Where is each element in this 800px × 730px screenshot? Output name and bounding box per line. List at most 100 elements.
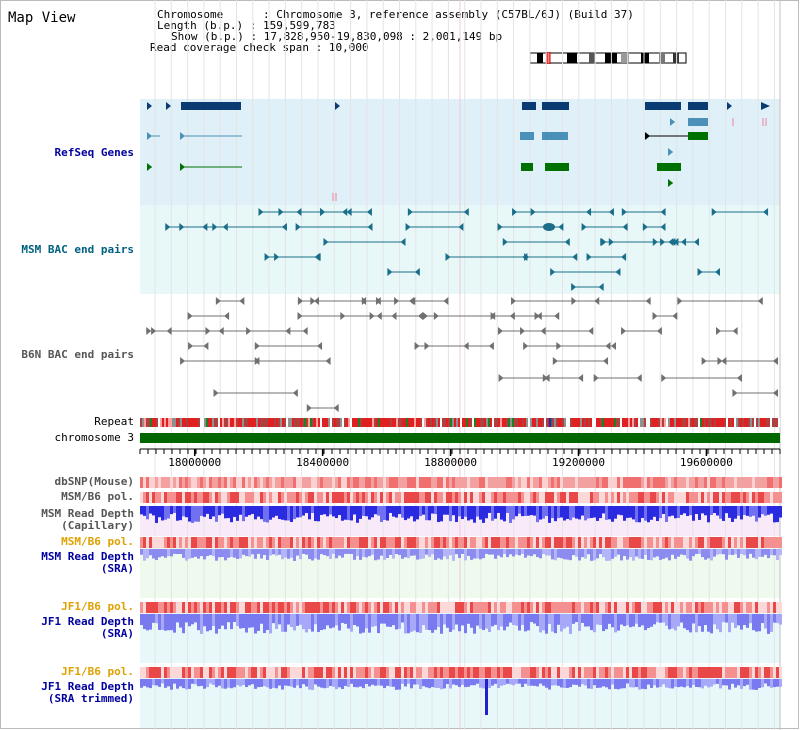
- jf1-sra-depth: [212, 614, 215, 626]
- msm-capillary-depth: [239, 506, 242, 515]
- jf1-sra-depth: [758, 614, 761, 632]
- dbsnp-strip: [494, 477, 497, 488]
- jf1-trimmed-depth: [284, 679, 287, 686]
- msm-b6-pol2-strip: [548, 537, 551, 548]
- repeat-block: [362, 418, 364, 427]
- dbsnp-strip: [155, 477, 158, 488]
- chromosome-bar: [140, 433, 780, 443]
- msm-b6-pol2-strip: [590, 537, 593, 548]
- axis-tick-label: 18400000: [296, 456, 349, 469]
- repeat-block: [588, 418, 590, 427]
- jf1-trimmed-depth: [392, 679, 395, 687]
- msm-b6-pol2-strip: [170, 537, 173, 548]
- msm-sra-depth: [386, 549, 389, 558]
- jf1-trimmed-depth: [638, 679, 641, 690]
- jf1-trimmed-depth: [554, 679, 557, 686]
- jf1-sra-depth: [470, 614, 473, 628]
- jf1-trimmed-depth: [719, 679, 722, 689]
- jf1-b6-pol-strip: [626, 602, 629, 613]
- jf1-b6-pol-strip: [347, 602, 350, 613]
- repeat-block: [772, 418, 774, 427]
- jf1-trimmed-depth: [362, 679, 365, 689]
- jf1-trimmed-depth: [665, 679, 668, 688]
- dbsnp-strip: [338, 477, 341, 488]
- msm-b6-pol2-strip: [443, 537, 446, 548]
- jf1-b6-pol2-strip: [308, 667, 311, 678]
- jf1-trimmed-depth: [242, 679, 245, 686]
- repeat-block: [306, 418, 308, 427]
- jf1-b6-pol2-strip: [509, 667, 512, 678]
- msm-b6-pol2-strip: [755, 537, 758, 548]
- jf1-sra-depth: [281, 614, 284, 632]
- jf1-trimmed-depth: [410, 679, 413, 689]
- jf1-b6-pol2-strip: [470, 667, 473, 678]
- jf1-b6-pol2-strip: [641, 667, 644, 678]
- refseq-green-exon: [688, 132, 708, 140]
- msm-b6-pol2-strip: [302, 537, 305, 548]
- jf1-b6-pol-strip: [383, 602, 386, 613]
- jf1-trimmed-depth: [752, 679, 755, 690]
- jf1-b6-pol2-strip: [479, 667, 482, 678]
- msm-b6-pol2-strip: [524, 537, 527, 548]
- repeat-block: [770, 418, 772, 427]
- b6n-bac-end: [410, 297, 416, 305]
- jf1-trimmed-depth: [677, 679, 680, 688]
- repeat-block: [598, 418, 600, 427]
- msm-b6-pol-strip: [272, 492, 275, 503]
- msm-sra-depth: [413, 549, 416, 556]
- msm-capillary-depth: [404, 506, 407, 521]
- msm-sra-depth: [650, 549, 653, 561]
- chromosome-label: chromosome 3: [54, 431, 134, 444]
- jf1-b6-pol-strip: [389, 602, 392, 613]
- jf1-b6-pol-strip: [206, 602, 209, 613]
- msm-bac-end: [366, 208, 372, 216]
- jf1-b6-pol2-strip: [314, 667, 317, 678]
- msm-b6-pol-strip: [209, 492, 212, 503]
- dbsnp-strip: [404, 477, 407, 488]
- msm-b6-pol-strip: [350, 492, 353, 503]
- dbsnp-strip: [512, 477, 515, 488]
- msm-capillary-depth: [533, 506, 536, 516]
- msm-sra-depth: [164, 549, 167, 558]
- jf1-b6-pol-strip: [632, 602, 635, 613]
- msm-b6-pol2-strip: [176, 537, 179, 548]
- jf1-b6-pol2-strip: [356, 667, 359, 678]
- dbsnp-strip: [584, 477, 587, 488]
- repeat-block: [444, 418, 446, 427]
- dbsnp-strip: [749, 477, 752, 488]
- repeat-block: [326, 418, 328, 427]
- msm-b6-pol-strip: [140, 492, 143, 503]
- repeat-block: [672, 418, 674, 427]
- jf1-b6-pol-strip: [443, 602, 446, 613]
- msm-b6-pol-strip: [761, 492, 764, 503]
- jf1-b6-pol2-strip: [707, 667, 710, 678]
- b6n-bac-end: [391, 312, 397, 320]
- msm-b6-pol-strip: [314, 492, 317, 503]
- msm-sra-depth: [626, 549, 629, 560]
- repeat-label: Repeat: [94, 415, 134, 428]
- jf1-b6-pol2-strip: [728, 667, 731, 678]
- msm-bac-cluster: [543, 223, 555, 231]
- msm-sra-depth: [569, 549, 572, 561]
- msm-bac-end: [222, 223, 228, 231]
- repeat-block: [320, 418, 322, 427]
- repeat-block: [604, 418, 606, 427]
- jf1-sra-depth: [479, 614, 482, 629]
- msm-capillary-depth: [596, 506, 599, 521]
- jf1-trimmed-depth: [443, 679, 446, 689]
- repeat-block: [382, 418, 384, 427]
- jf1-b6-pol-strip: [653, 602, 656, 613]
- msm-capillary-depth: [704, 506, 707, 516]
- jf1-sra-depth: [713, 614, 716, 625]
- jf1-b6-pol2-strip: [404, 667, 407, 678]
- msm-b6-pol2-strip: [692, 537, 695, 548]
- msm-sra-depth: [515, 549, 518, 555]
- dbsnp-strip: [245, 477, 248, 488]
- msm-capillary-depth: [719, 506, 722, 519]
- chromosome-ideogram[interactable]: [529, 52, 687, 64]
- repeat-block: [484, 418, 486, 427]
- jf1-b6-pol-strip: [359, 602, 362, 613]
- dbsnp-strip: [242, 477, 245, 488]
- msm-b6-pol2-strip: [164, 537, 167, 548]
